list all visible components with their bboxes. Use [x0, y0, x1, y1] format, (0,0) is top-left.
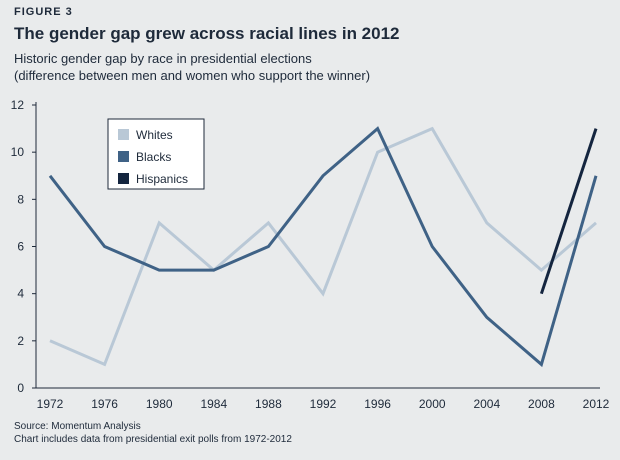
chart-title: The gender gap grew across racial lines … — [14, 24, 400, 43]
chart-subtitle: Historic gender gap by race in president… — [14, 50, 370, 84]
x-tick-label: 2000 — [419, 397, 446, 411]
x-tick-label: 1988 — [255, 397, 282, 411]
x-tick-label: 1984 — [200, 397, 227, 411]
subtitle-line-2: (difference between men and women who su… — [14, 68, 371, 83]
legend-label-blacks: Blacks — [136, 150, 171, 164]
x-tick-label: 1980 — [146, 397, 173, 411]
y-tick-label: 10 — [11, 145, 25, 159]
series-line-whites — [49, 126, 597, 367]
legend-swatch-blacks — [118, 151, 129, 162]
series-line-hispanics — [539, 128, 598, 295]
chart-footer: Source: Momentum Analysis Chart includes… — [14, 420, 292, 446]
x-tick-label: 2008 — [528, 397, 555, 411]
source-note: Source: Momentum Analysis — [14, 421, 141, 432]
legend-label-hispanics: Hispanics — [136, 172, 188, 186]
x-tick-label: 1972 — [37, 397, 64, 411]
data-note: Chart includes data from presidential ex… — [14, 434, 292, 445]
y-tick-label: 2 — [17, 334, 24, 348]
legend-swatch-whites — [118, 129, 129, 140]
legend-label-whites: Whites — [136, 128, 173, 142]
y-tick-label: 0 — [17, 381, 24, 395]
y-tick-label: 4 — [17, 287, 24, 301]
x-tick-label: 2004 — [473, 397, 500, 411]
x-tick-label: 1996 — [364, 397, 391, 411]
series-line-blacks — [48, 126, 598, 368]
y-tick-label: 8 — [17, 192, 24, 206]
subtitle-line-1: Historic gender gap by race in president… — [14, 51, 312, 66]
figure-label: FIGURE 3 — [14, 6, 73, 18]
legend-swatch-hispanics — [118, 173, 129, 184]
x-tick-label: 2012 — [583, 397, 610, 411]
y-tick-label: 12 — [11, 98, 25, 112]
y-tick-label: 6 — [17, 240, 24, 254]
x-tick-label: 1976 — [91, 397, 118, 411]
x-tick-label: 1992 — [310, 397, 337, 411]
